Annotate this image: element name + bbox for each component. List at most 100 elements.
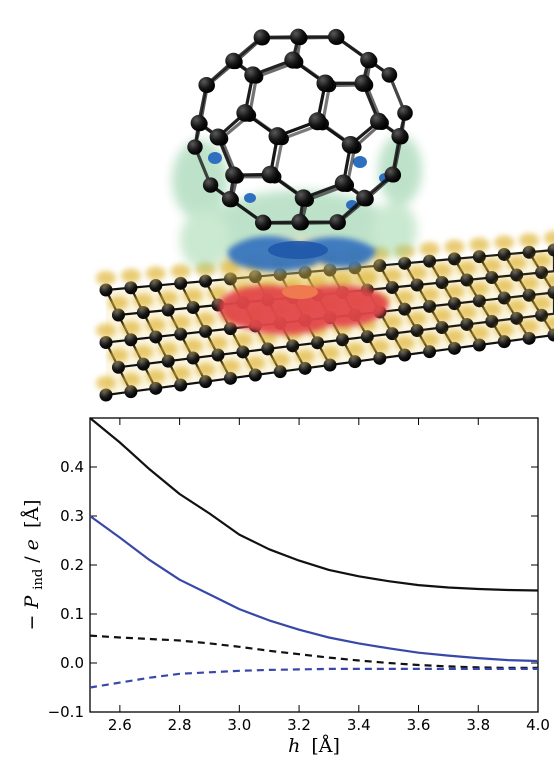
graphene-atom	[99, 388, 113, 402]
series-line-3	[89, 634, 538, 670]
orange-lobe	[195, 312, 216, 327]
x-tick-label: 2.8	[168, 716, 192, 734]
graphene-atom	[485, 271, 499, 284]
orange-lobe	[120, 372, 141, 387]
fullerene-atoms	[187, 28, 413, 231]
blue-density-cloud	[208, 152, 391, 272]
graphene-atom	[111, 308, 125, 322]
orange-lobe	[469, 237, 490, 252]
series-line-1	[89, 417, 539, 592]
fullerene-atom	[294, 189, 313, 207]
y-tick-label: 0.3	[60, 507, 84, 525]
fullerene-atom	[225, 166, 243, 184]
fullerene-atom	[328, 28, 345, 45]
fullerene-atom	[244, 66, 262, 84]
graphene-atom	[186, 301, 200, 314]
orange-lobe	[419, 287, 440, 302]
x-tick-label: 4.0	[526, 716, 550, 734]
orange-lobe	[170, 366, 191, 380]
graphene-atom	[223, 371, 237, 385]
orange-lobe	[133, 345, 154, 360]
orange-lobe	[419, 242, 440, 257]
y-tick-label: 0.0	[60, 654, 84, 672]
orange-lobe	[456, 261, 477, 275]
orange-lobe	[208, 336, 228, 350]
orange-lobe	[145, 317, 166, 332]
graphene-atom	[124, 281, 138, 295]
fullerene-atom	[329, 214, 346, 231]
graphene-atom	[136, 357, 150, 371]
orange-lobe	[544, 231, 554, 245]
fullerene-atom	[360, 51, 377, 69]
orange-lobe	[170, 264, 191, 279]
graphene-atom	[385, 327, 399, 341]
fullerene-atom	[253, 29, 270, 46]
orange-lobe	[506, 299, 527, 314]
orange-lobe	[183, 339, 204, 354]
c60-on-graphene-illustration	[96, 28, 554, 402]
orange-lobe	[494, 322, 515, 337]
graphene-atom	[398, 256, 412, 270]
graphene-atom	[199, 375, 213, 389]
orange-lobe	[96, 376, 116, 390]
fullerene-atom	[356, 189, 373, 207]
orange-lobe	[519, 276, 540, 291]
graphene-atom	[373, 351, 387, 365]
fullerene-atom	[225, 52, 242, 70]
graphene-atom	[124, 333, 138, 347]
graphene-atom	[485, 314, 499, 328]
fullerene-atom	[254, 214, 271, 231]
graphene-atom	[136, 306, 150, 319]
orange-lobe	[519, 233, 540, 248]
graphene-atom	[522, 288, 536, 302]
x-tick-label: 3.6	[407, 716, 431, 734]
x-tick-label: 3.2	[287, 716, 311, 734]
graphene-atom	[447, 252, 461, 266]
graphene-atom	[547, 328, 554, 342]
orange-lobe	[407, 311, 428, 326]
orange-lobe	[158, 342, 179, 357]
graphene-atom	[236, 345, 250, 359]
graphene-atom	[248, 368, 262, 382]
fullerene-atom	[202, 177, 219, 193]
graphene-atom	[385, 281, 399, 294]
orange-lobe	[419, 332, 440, 347]
graphene-atom	[547, 286, 554, 299]
y-axis-unit: [Å]	[21, 499, 43, 528]
y-axis-ticks: −0.1 0.0 0.1 0.2 0.3 0.4	[48, 458, 538, 721]
chart: 2.6 2.8 3.0 3.2 3.4 3.6 3.8 4.0 −0.1 0.0 0.1 0.2 0.…	[21, 417, 550, 757]
orange-lobe	[96, 271, 116, 285]
orange-lobe	[108, 348, 129, 363]
fullerene-atom	[268, 127, 287, 146]
x-tick-label: 3.0	[227, 716, 251, 734]
graphene-atom	[472, 294, 486, 308]
x-axis-var: h	[288, 735, 300, 757]
orange-lobe	[531, 253, 552, 268]
orange-lobe	[444, 239, 465, 254]
y-tick-label: 0.1	[60, 605, 84, 623]
orange-lobe	[145, 369, 166, 384]
graphene-atom	[323, 358, 337, 372]
graphene-atom	[472, 338, 486, 352]
graphene-atom	[497, 335, 511, 349]
orange-lobe	[382, 268, 403, 283]
graphene-atom	[174, 327, 188, 341]
orange-lobe	[108, 296, 129, 310]
graphene-atom	[149, 381, 163, 395]
fullerene-atom	[381, 67, 398, 83]
fullerene-atom	[391, 127, 408, 145]
orange-lobe	[158, 291, 179, 305]
fullerene-atom	[370, 112, 388, 130]
orange-lobe	[481, 258, 502, 273]
orange-lobe	[494, 279, 515, 294]
orange-lobe	[444, 284, 465, 299]
orange-lobe	[195, 362, 216, 377]
fullerene-atom	[290, 28, 307, 46]
graphene-atom	[510, 268, 524, 282]
graphene-atom	[174, 276, 188, 290]
graphene-atom	[447, 297, 461, 311]
orange-lobe	[133, 293, 154, 308]
fullerene-atom	[187, 139, 203, 155]
orange-lobe	[469, 281, 490, 296]
graphene-atom	[410, 278, 424, 292]
